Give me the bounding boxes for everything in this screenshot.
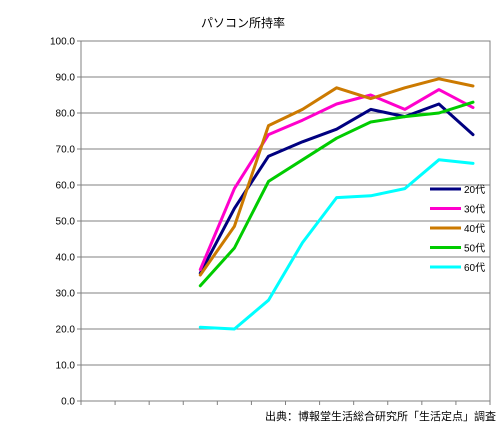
y-tick-label: 80.0 [56, 109, 76, 120]
series-line-50代 [198, 100, 475, 288]
series-line-40代 [198, 77, 475, 277]
y-tick-label: 10.0 [56, 361, 76, 372]
legend: 20代 30代 40代 50代 60代 [430, 184, 485, 274]
x-axis-ticks [80, 401, 491, 405]
series-lines [198, 77, 475, 331]
y-tick-label: 60.0 [56, 181, 76, 192]
grid-lines [81, 76, 490, 366]
y-tick-label: 20.0 [56, 325, 76, 336]
legend-label: 20代 [464, 184, 485, 196]
y-tick-label: 90.0 [56, 73, 76, 84]
legend-label: 50代 [464, 243, 485, 255]
chart-title: パソコン所持率 [201, 15, 285, 30]
y-tick-label: 30.0 [56, 289, 76, 300]
series-line-60代 [198, 158, 475, 331]
y-axis-ticks: 0.0 10.0 20.0 30.0 40.0 50.0 60.0 70.0 80.0 90.0 1… [50, 37, 81, 408]
y-tick-label: 50.0 [56, 217, 76, 228]
y-tick-label: 40.0 [56, 253, 76, 264]
legend-label: 60代 [464, 262, 485, 274]
legend-label: 30代 [464, 204, 485, 216]
source-note: 出典：博報堂生活総合研究所「生活定点」調査 [265, 409, 496, 423]
series-line-30代 [198, 88, 475, 272]
y-tick-label: 100.0 [50, 37, 75, 48]
legend-label: 40代 [464, 223, 485, 235]
y-tick-label: 70.0 [56, 145, 76, 156]
y-tick-label: 0.0 [61, 397, 75, 408]
